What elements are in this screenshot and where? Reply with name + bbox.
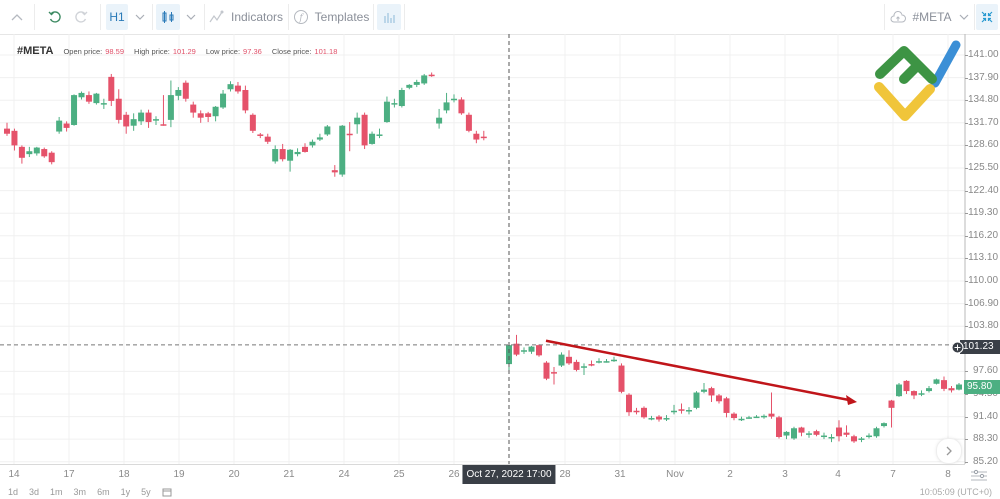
time-axis-label: 3	[782, 469, 788, 480]
undo-button[interactable]	[43, 4, 67, 30]
range-1m[interactable]: 1m	[50, 487, 63, 497]
candlestick-chart[interactable]	[0, 34, 1000, 464]
chart-type-button[interactable]	[156, 4, 180, 30]
chevron-down-icon	[135, 14, 145, 20]
legend-symbol: #META	[17, 45, 54, 57]
time-axis-label: Nov	[666, 469, 684, 480]
price-axis-label: 125.50	[968, 161, 999, 173]
time-axis-label: 14	[8, 469, 20, 480]
ohlc-legend: #META Open price: 98.59 High price: 101.…	[17, 45, 344, 57]
timeframe-dropdown[interactable]	[130, 4, 150, 30]
chevron-up-icon	[11, 14, 23, 21]
high-value: 101.29	[172, 47, 196, 56]
timeframe-label: H1	[109, 10, 125, 24]
price-axis-label: 91.40	[972, 410, 998, 422]
calendar-icon[interactable]	[162, 487, 172, 499]
crosshair-time-tag: Oct 27, 2022 17:00	[462, 465, 556, 484]
broker-logo-icon	[874, 40, 961, 121]
indicators-icon	[209, 10, 224, 23]
time-axis-label: 2	[727, 469, 733, 480]
crosshair-price: 101.23	[963, 341, 994, 352]
price-axis-label: 103.80	[968, 320, 999, 332]
cloud-upload-icon	[891, 11, 907, 23]
range-1y[interactable]: 1y	[120, 487, 131, 497]
open-label: Open price:	[63, 47, 103, 56]
symbol-selector[interactable]: #META	[888, 4, 972, 30]
templates-button[interactable]: f Templates	[292, 4, 370, 30]
price-axis-label: 97.60	[972, 365, 998, 377]
time-axis-label: 20	[228, 469, 240, 480]
price-axis[interactable]: 141.00 137.90 134.80 131.70 128.60 125.50 122.…	[965, 34, 1000, 467]
timezone-clock: 10:05:09 (UTC+0)	[919, 487, 992, 497]
price-axis-label: 88.30	[972, 433, 998, 445]
indicators-button[interactable]: Indicators	[208, 4, 284, 30]
time-axis-label: 17	[63, 469, 75, 480]
open-value: 98.59	[105, 47, 125, 56]
chevron-down-icon	[959, 14, 968, 20]
price-axis-label: 119.30	[968, 207, 998, 219]
time-axis-label: 26	[448, 469, 460, 480]
timeframe-button[interactable]: H1	[106, 4, 128, 30]
price-axis-label: 137.90	[968, 71, 999, 83]
chevron-down-icon	[186, 14, 196, 20]
collapse-button[interactable]	[4, 4, 30, 30]
range-5y[interactable]: 5y	[141, 487, 151, 497]
range-3m[interactable]: 3m	[73, 487, 87, 497]
time-axis[interactable]: 14 17 18 19 20 21 24 25 26 28 31 Nov 2 3 4 7 8	[0, 464, 965, 487]
price-axis-label: 106.90	[968, 297, 999, 309]
close-value: 101.18	[314, 47, 338, 56]
time-axis-label: 18	[118, 469, 130, 480]
price-axis-label: 113.10	[968, 252, 998, 264]
time-axis-label: 21	[283, 469, 295, 480]
chart-toolbar: H1 Indicators f Templates #META	[0, 0, 1000, 35]
time-axis-label: 19	[173, 469, 185, 480]
time-axis-label: 24	[338, 469, 350, 480]
price-axis-label: 85.20	[972, 455, 998, 467]
indicators-label: Indicators	[230, 10, 284, 24]
close-label: Close price:	[271, 47, 312, 56]
candlestick-icon	[162, 11, 174, 23]
price-axis-label: 134.80	[968, 94, 999, 106]
price-axis-label: 116.20	[968, 229, 998, 241]
symbol-label: #META	[912, 10, 952, 24]
chart-area[interactable]	[0, 34, 1000, 464]
chevron-right-icon	[946, 446, 952, 456]
high-label: High price:	[134, 47, 170, 56]
price-axis-label: 141.00	[968, 49, 999, 60]
time-axis-label: 8	[945, 469, 951, 480]
volume-button[interactable]	[377, 4, 401, 30]
redo-button[interactable]	[69, 4, 93, 30]
range-selector: 1d 3d 1m 3m 6m 1y 5y	[8, 487, 172, 499]
range-6m[interactable]: 6m	[97, 487, 110, 497]
bar-chart-icon	[384, 13, 395, 23]
axis-settings-icon[interactable]	[970, 468, 988, 482]
low-label: Low price:	[205, 47, 241, 56]
time-axis-label: 31	[614, 469, 626, 480]
fullscreen-button[interactable]	[976, 4, 998, 30]
crosshair-price-tag: 101.23	[960, 340, 1000, 354]
time-axis-label: 28	[559, 469, 571, 480]
undo-icon	[48, 11, 61, 23]
templates-label: Templates	[314, 10, 370, 24]
time-axis-label: 25	[393, 469, 405, 480]
add-alert-plus-icon[interactable]	[951, 341, 964, 354]
price-axis-label: 110.00	[968, 274, 998, 286]
collapse-arrows-icon	[981, 11, 993, 23]
chart-type-dropdown[interactable]	[181, 4, 201, 30]
price-axis-label: 128.60	[968, 139, 999, 151]
low-value: 97.36	[243, 47, 262, 56]
time-axis-label: 4	[835, 469, 841, 480]
redo-icon	[75, 11, 88, 23]
last-price-tag: 95.80	[964, 380, 1000, 394]
range-1d[interactable]: 1d	[8, 487, 19, 497]
templates-icon: f	[293, 10, 308, 24]
price-axis-label: 122.40	[968, 184, 999, 196]
price-axis-label: 131.70	[968, 116, 999, 128]
last-price: 95.80	[967, 381, 993, 392]
crosshair-time: Oct 27, 2022 17:00	[466, 469, 552, 480]
svg-text:f: f	[298, 14, 304, 24]
range-3d[interactable]: 3d	[29, 487, 40, 497]
scroll-to-latest-button[interactable]	[936, 438, 962, 464]
time-axis-label: 7	[890, 469, 896, 480]
